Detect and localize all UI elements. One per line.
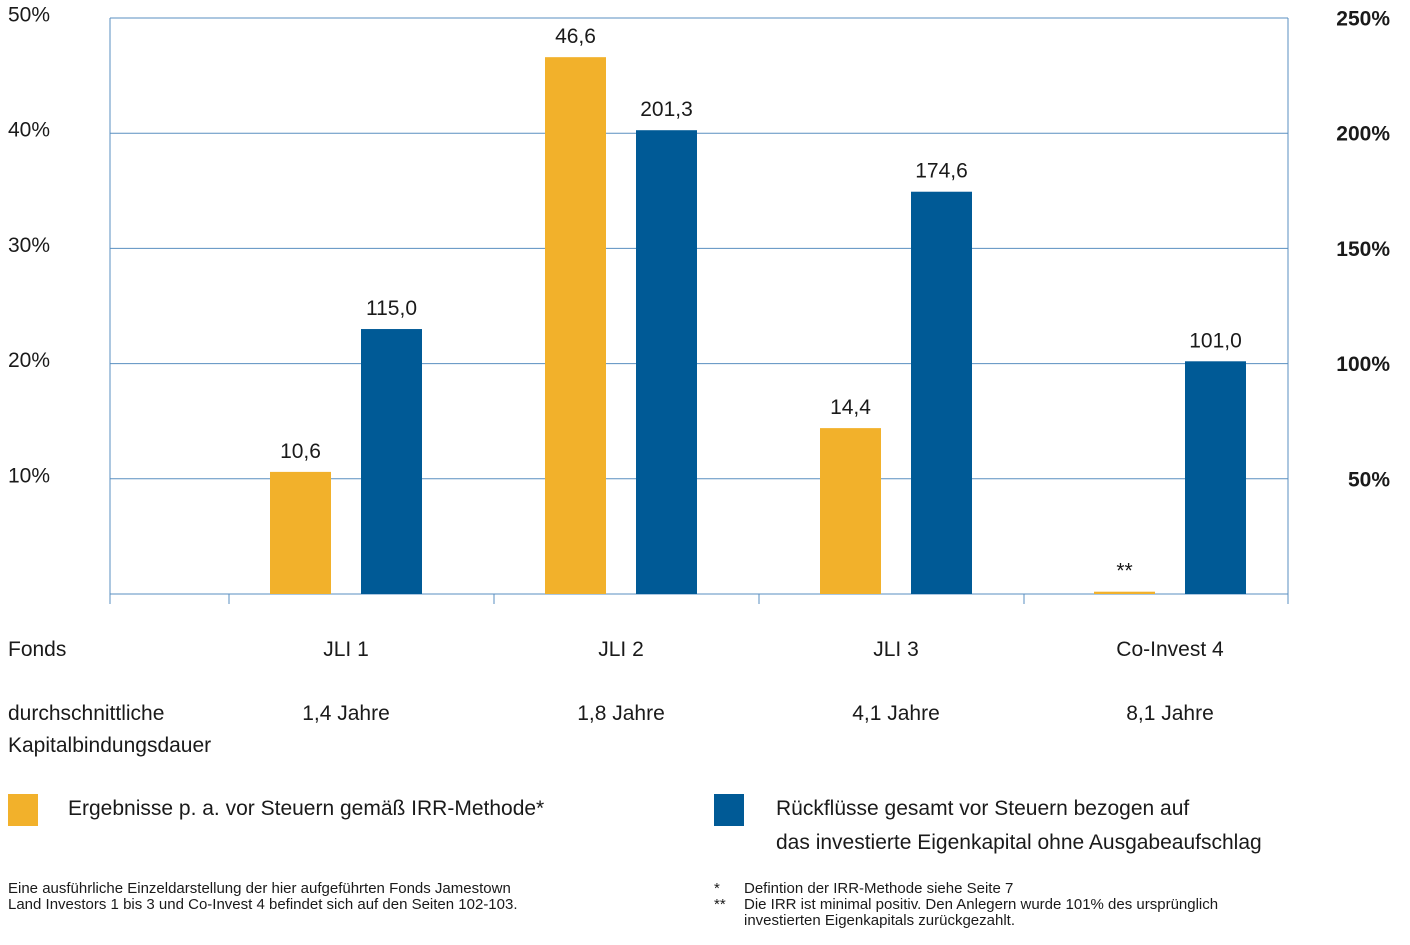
data-label: ** (1116, 560, 1132, 583)
left-axis-tick-label: 10% (8, 464, 50, 487)
bar-returns (636, 130, 697, 594)
data-label: 101,0 (1189, 329, 1242, 352)
fonds-value-jli-1: JLI 1 (323, 638, 369, 661)
data-label: 201,3 (640, 98, 693, 121)
right-axis-tick-label: 200% (1336, 123, 1390, 146)
footnote-1: * Defintion der IRR-Methode siehe Seite 7 (714, 881, 1013, 896)
right-axis-tick-label: 100% (1336, 353, 1390, 376)
bar-chart: 10% 50% 20% 100% 30% 150% 40% 200% 50% 250% 10,6 46… (8, 4, 1390, 604)
bar-returns (1185, 361, 1246, 594)
footnote-left-line1: Eine ausführliche Einzeldarstellung der … (8, 880, 511, 897)
footnote-2-text-line1: Die IRR ist minimal positiv. Den Anleger… (744, 896, 1219, 913)
footnote-2: ** Die IRR ist minimal positiv. Den Anleg… (714, 897, 1218, 912)
left-axis-tick-label: 30% (8, 234, 50, 257)
dauer-value-jli-2: 1,8 Jahre (577, 702, 665, 725)
data-label: 46,6 (555, 25, 596, 48)
right-axis-tick-label: 250% (1336, 8, 1390, 31)
legend-swatch-returns (714, 794, 744, 826)
data-label: 14,4 (830, 396, 871, 419)
right-axis-tick-label: 150% (1336, 238, 1390, 261)
bar-returns (911, 191, 972, 594)
footnote-left-line2: Land Investors 1 bis 3 und Co-Invest 4 b… (8, 896, 518, 913)
data-label: 174,6 (915, 160, 968, 183)
bar-irr (270, 471, 331, 594)
footnote-1-text: Defintion der IRR-Methode siehe Seite 7 (744, 880, 1014, 897)
dauer-value-jli-1: 1,4 Jahre (302, 702, 390, 725)
footnote-2-mark: ** (714, 896, 726, 913)
legend-swatch-irr (8, 794, 38, 826)
fonds-value-co-invest-4: Co-Invest 4 (1116, 638, 1224, 661)
legend-label-returns-line2: das investierte Eigenkapital ohne Ausgab… (776, 831, 1262, 854)
fonds-value-jli-2: JLI 2 (598, 638, 644, 661)
left-axis-tick-label: 40% (8, 119, 50, 142)
bar-irr (1094, 591, 1155, 594)
fonds-value-jli-3: JLI 3 (873, 638, 919, 661)
dauer-row-label-line2: Kapitalbindungsdauer (8, 734, 212, 757)
legend-label-returns-line1: Rückflüsse gesamt vor Steuern bezogen au… (776, 797, 1190, 820)
bar-irr (820, 428, 881, 594)
footnote-2-line2: investierten Eigenkapitals zurückgezahlt… (744, 912, 1015, 929)
dauer-value-co-invest-4: 8,1 Jahre (1126, 702, 1214, 725)
bar-returns (361, 329, 422, 594)
dauer-value-jli-3: 4,1 Jahre (852, 702, 940, 725)
dauer-row-label-line1: durchschnittliche (8, 702, 165, 725)
left-axis-tick-label: 50% (8, 4, 50, 27)
data-label: 115,0 (366, 297, 417, 320)
footnote-1-mark: * (714, 880, 720, 897)
data-label: 10,6 (280, 440, 321, 463)
right-axis-tick-label: 50% (1348, 468, 1390, 491)
legend-label-irr: Ergebnisse p. a. vor Steuern gemäß IRR-M… (68, 797, 545, 820)
fonds-row-label: Fonds (8, 638, 67, 661)
left-axis-tick-label: 20% (8, 349, 50, 372)
bar-irr (545, 57, 606, 595)
